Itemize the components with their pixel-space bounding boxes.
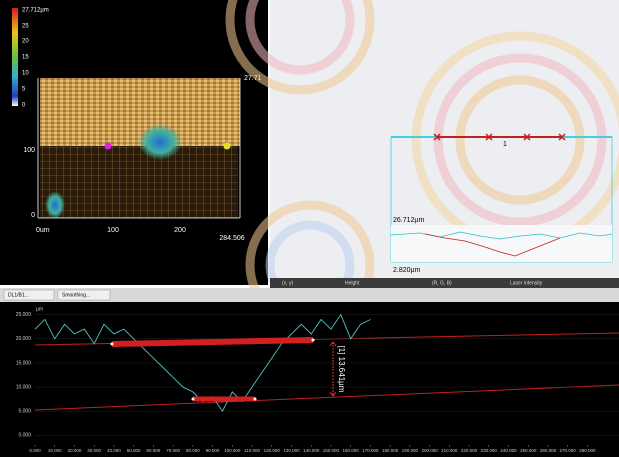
marker bbox=[224, 143, 231, 150]
scale-label: 10 bbox=[22, 71, 29, 77]
status-item[interactable]: Laser intensity bbox=[510, 280, 543, 286]
fit-point bbox=[111, 343, 114, 346]
x-tick-label: 100.000 bbox=[224, 448, 241, 453]
scale-label: 27.712µm bbox=[22, 8, 49, 14]
status-item[interactable]: (x, y) bbox=[282, 280, 293, 286]
fit-point bbox=[312, 339, 315, 342]
base-plane bbox=[40, 145, 238, 218]
x-tick-label: 0.000 bbox=[29, 448, 41, 453]
x-tick-label: 180.000 bbox=[382, 448, 399, 453]
x-label: 0um bbox=[36, 227, 50, 234]
x-tick-label: 260.000 bbox=[540, 448, 557, 453]
height-label: 2.820µm bbox=[393, 267, 421, 274]
status-item[interactable]: (R, G, B) bbox=[432, 280, 452, 286]
x-tick-label: 230.000 bbox=[481, 448, 498, 453]
x-tick-label: 200.000 bbox=[421, 448, 438, 453]
x-tick-label: 190.000 bbox=[402, 448, 419, 453]
scale-label: 25 bbox=[22, 24, 29, 30]
surface-dip bbox=[45, 191, 65, 219]
app-window: 27.712µm 25 20 15 10 5 0 100 0 0um 100 2… bbox=[0, 0, 619, 457]
fit-point bbox=[192, 398, 195, 401]
width-label: 26.712µm bbox=[393, 217, 424, 224]
profile-chart bbox=[0, 302, 619, 457]
x-tick-label: 80.000 bbox=[186, 448, 200, 453]
surface-dip bbox=[138, 124, 182, 160]
x-tick-label: 250.000 bbox=[520, 448, 537, 453]
x-tick-label: 140.000 bbox=[303, 448, 320, 453]
y-label: 100 bbox=[23, 147, 35, 154]
x-tick-label: 160.000 bbox=[343, 448, 360, 453]
y-tick-label: 0.000 bbox=[18, 433, 31, 439]
x-tick-label: 170.000 bbox=[362, 448, 379, 453]
x-tick-label: 220.000 bbox=[461, 448, 478, 453]
scale-label: 15 bbox=[22, 55, 29, 61]
x-label: 200 bbox=[174, 227, 186, 234]
x-tick-label: 20.000 bbox=[68, 448, 82, 453]
height-annotation: [1] 13.641µm bbox=[337, 346, 346, 393]
x-label: 100 bbox=[107, 227, 119, 234]
x-tick-label: 40.000 bbox=[107, 448, 121, 453]
x-tick-label: 240.000 bbox=[500, 448, 517, 453]
y-tick-label: 10.000 bbox=[16, 384, 32, 390]
fit-bar bbox=[112, 340, 313, 344]
x-tick-label: 130.000 bbox=[283, 448, 300, 453]
x-tick-label: 150.000 bbox=[323, 448, 340, 453]
marker bbox=[105, 143, 112, 150]
x-label: 284.506 bbox=[219, 235, 244, 242]
x-tick-label: 270.000 bbox=[560, 448, 577, 453]
y-unit: µm bbox=[36, 306, 43, 312]
status-item[interactable]: Height bbox=[345, 280, 360, 286]
y-tick-label: 25.000 bbox=[16, 312, 32, 318]
x-tick-label: 10.000 bbox=[48, 448, 62, 453]
y-tick-label: 20.000 bbox=[16, 336, 32, 342]
tab-label[interactable]: DL1/B1... bbox=[8, 292, 29, 298]
y-tick-label: 15.000 bbox=[16, 360, 32, 366]
color-bar bbox=[12, 8, 18, 106]
x-tick-label: 280.000 bbox=[579, 448, 596, 453]
x-tick-label: 50.000 bbox=[127, 448, 141, 453]
page: {"left_panel": {"scale_labels": ["27.712… bbox=[0, 0, 619, 457]
x-tick-label: 210.000 bbox=[441, 448, 458, 453]
x-tick-label: 30.000 bbox=[87, 448, 101, 453]
x-tick-label: 70.000 bbox=[166, 448, 180, 453]
x-tick-label: 110.000 bbox=[244, 448, 260, 453]
profile-inset bbox=[391, 225, 612, 262]
scale-label: 20 bbox=[22, 39, 29, 45]
profile-number: 1 bbox=[503, 141, 507, 148]
x-tick-label: 90.000 bbox=[206, 448, 220, 453]
y-tick-label: 5.000 bbox=[18, 409, 31, 415]
x-tick-label: 60.000 bbox=[146, 448, 160, 453]
x-tick-label: 120.000 bbox=[264, 448, 281, 453]
fit-point bbox=[254, 398, 257, 401]
y-label: 0 bbox=[31, 212, 35, 219]
tab-label[interactable]: Smoothing... bbox=[62, 292, 90, 298]
